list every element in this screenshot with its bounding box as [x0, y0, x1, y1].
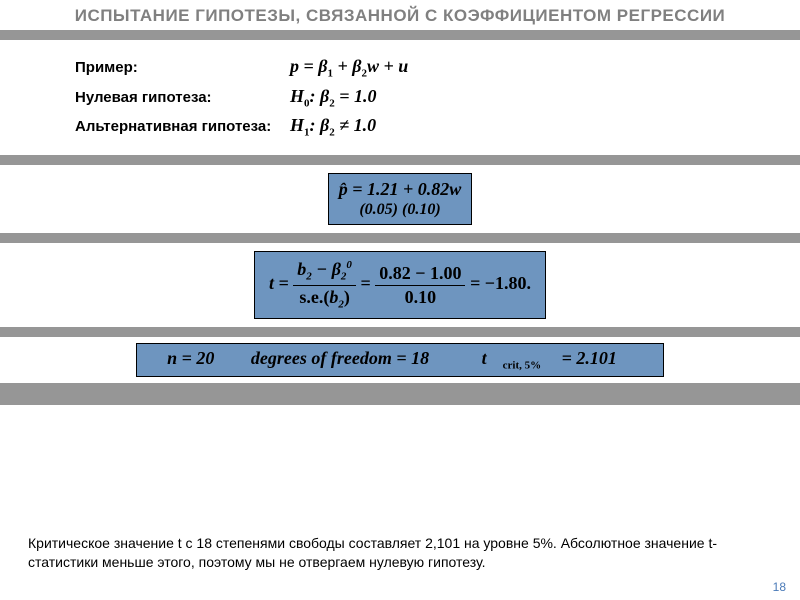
stats-row-wrap: n = 20 degrees of freedom = 18 tcrit, 5%… — [0, 337, 800, 383]
frac1: b2 − β20 s.e.(b2) — [293, 258, 356, 312]
model-formula: p = β1 + β2w + u — [290, 56, 408, 80]
h1-colon: : — [310, 115, 321, 135]
den-b: b — [329, 287, 338, 307]
hypotheses-block: Пример: p = β1 + β2w + u Нулевая гипотез… — [0, 40, 800, 155]
frac1-den: s.e.(b2) — [293, 286, 356, 312]
beta1: β — [318, 56, 327, 76]
plus1: + — [333, 56, 352, 76]
tstat-row: t = b2 − β20 s.e.(b2) = 0.82 − 1.00 0.10… — [0, 243, 800, 327]
t-eq: t = — [269, 273, 293, 293]
tcrit-sym: t — [482, 348, 487, 368]
h1: H — [290, 115, 304, 135]
frac2: 0.82 − 1.00 0.10 — [375, 262, 465, 308]
frac1-num: b2 − β20 — [293, 258, 356, 285]
beta20-sup: 0 — [346, 259, 352, 271]
t-result: −1.80. — [485, 273, 531, 293]
tcrit-val: = 2.101 — [557, 348, 617, 368]
eq3: = — [470, 273, 485, 293]
alt-row: Альтернативная гипотеза: H1: β2 ≠ 1.0 — [75, 115, 800, 139]
page-number: 18 — [773, 580, 786, 594]
den-close: ) — [344, 287, 350, 307]
alt-formula: H1: β2 ≠ 1.0 — [290, 115, 376, 139]
beta2: β — [352, 56, 361, 76]
h0-colon: : — [310, 86, 321, 106]
model-rest: w + u — [367, 56, 408, 76]
h0-val: = 1.0 — [335, 86, 377, 106]
minus: − — [312, 259, 332, 279]
alt-label: Альтернативная гипотеза: — [75, 118, 290, 135]
beta20: β — [332, 259, 341, 279]
stats-box: n = 20 degrees of freedom = 18 tcrit, 5%… — [136, 343, 664, 377]
null-label: Нулевая гипотеза: — [75, 89, 290, 106]
model-lhs: p = — [290, 56, 318, 76]
null-row: Нулевая гипотеза: H0: β2 = 1.0 — [75, 86, 800, 110]
slide-title: ИСПЫТАНИЕ ГИПОТЕЗЫ, СВЯЗАННОЙ С КОЭФФИЦИ… — [0, 0, 800, 30]
example-label: Пример: — [75, 59, 290, 76]
se: s.e.( — [299, 287, 329, 307]
null-formula: H0: β2 = 1.0 — [290, 86, 377, 110]
divider-thick — [0, 383, 800, 405]
estimate-box: p̂ = 1.21 + 0.82w (0.05) (0.10) — [328, 173, 473, 226]
stat-tcrit: tcrit, 5% = 2.101 — [466, 348, 633, 368]
divider — [0, 155, 800, 165]
divider — [0, 233, 800, 243]
b2: b — [297, 259, 306, 279]
h0-beta: β — [320, 86, 329, 106]
frac2-den: 0.10 — [375, 286, 465, 309]
h0: H — [290, 86, 304, 106]
example-row: Пример: p = β1 + β2w + u — [75, 56, 800, 80]
h1-beta: β — [320, 115, 329, 135]
estimate-row: p̂ = 1.21 + 0.82w (0.05) (0.10) — [0, 165, 800, 234]
stat-n: n = 20 — [167, 348, 214, 368]
divider — [0, 327, 800, 337]
divider — [0, 30, 800, 40]
explanation-text: Критическое значение t с 18 степенями св… — [28, 534, 760, 572]
h1-val: ≠ 1.0 — [335, 115, 376, 135]
eq2: = — [360, 273, 375, 293]
tstat-box: t = b2 − β20 s.e.(b2) = 0.82 − 1.00 0.10… — [254, 251, 546, 319]
frac2-num: 0.82 − 1.00 — [375, 262, 465, 286]
beta20-sub: 2 — [341, 271, 347, 283]
estimate-line1: p̂ = 1.21 + 0.82w — [339, 178, 462, 201]
estimate-line2: (0.05) (0.10) — [339, 200, 462, 220]
tcrit-sub: crit, 5% — [503, 360, 541, 372]
stat-dof: degrees of freedom = 18 — [251, 348, 429, 368]
